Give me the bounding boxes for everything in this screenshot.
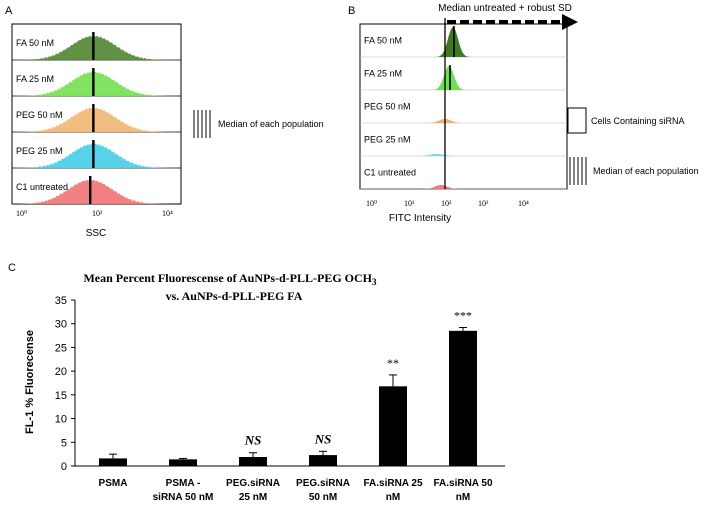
panel-b-histogram: [360, 185, 567, 189]
panel-c-significance-label: NS: [314, 431, 332, 446]
panel-c-category-label: nM: [456, 492, 470, 503]
panel-c-category-label: 25 nM: [239, 492, 267, 503]
panel-b-siRNA-legend: Cells Containing siRNA: [591, 116, 685, 126]
panel-c-category-label: PSMA -: [166, 478, 201, 489]
panel-a-histograms: FA 50 nM FA 25 nM PEG 50 nM PEG 25 nM C1 unt…: [12, 32, 181, 204]
panel-b-population-label: PEG 25 nM: [364, 135, 411, 145]
panel-b: FA 50 nM FA 25 nM PEG 50 nM PEG 25 nM C1 unt…: [359, 3, 699, 224]
panel-c-ytick-label: 20: [55, 366, 67, 378]
panel-b-xtick-0: 10⁰: [366, 199, 377, 208]
panel-b-histograms: FA 50 nM FA 25 nM PEG 50 nM PEG 25 nM C1 unt…: [360, 26, 567, 190]
panel-a-population-label: PEG 50 nM: [16, 110, 63, 120]
panel-c-yticks: 0 5 10 15 20 25 30 35: [55, 295, 75, 473]
panel-b-gate-arrow: [444, 14, 578, 30]
panel-c-bar: [449, 330, 477, 466]
panel-c-bar: [309, 455, 337, 466]
panel-b-header: Median untreated + robust SD: [438, 3, 572, 14]
panel-b-xtick-2: 10²: [441, 199, 452, 208]
panel-c-significance-label: NS: [244, 433, 262, 448]
panel-c-ytick-label: 25: [55, 342, 67, 354]
panel-c-title-subscript: 3: [372, 277, 377, 287]
panel-c-bar: [99, 458, 127, 466]
panel-a-population-label: FA 50 nM: [16, 38, 54, 48]
panel-a-xlabel: SSC: [86, 228, 107, 239]
panel-c-category-label: nM: [386, 492, 400, 503]
panel-c-significance-label: **: [387, 356, 399, 370]
panel-b-median-legend: Median of each population: [593, 166, 699, 176]
panel-c-ytick-label: 0: [61, 461, 67, 473]
panel-b-xtick-1: 10¹: [404, 199, 415, 208]
panel-c-category-label: 50 nM: [309, 492, 337, 503]
panel-c-category-label: PSMA: [99, 478, 128, 489]
panel-c-category-label: siRNA 50 nM: [153, 492, 214, 503]
panel-c-title-line1: Mean Percent Fluorescense of AuNPs-d-PLL…: [83, 271, 372, 285]
panel-c-ylabel: FL-1 % Fluorecense: [24, 330, 36, 434]
panel-c-ytick-label: 35: [55, 295, 67, 307]
panel-c-bar: [169, 459, 197, 466]
panel-b-siRNA-legend-box: [567, 107, 587, 134]
panel-a-xtick-4: 10⁴: [162, 209, 173, 218]
panel-b-xtick-3: 10³: [478, 199, 489, 208]
panel-a-histogram: [12, 71, 181, 96]
panel-a-population-label: PEG 25 nM: [16, 146, 63, 156]
panel-c-category-label: FA.siRNA 50: [433, 478, 493, 489]
panel-b-median-legend-icon: [569, 157, 587, 185]
panel-a-histogram: [12, 35, 181, 60]
panel-c-ytick-label: 15: [55, 390, 67, 402]
panel-a-letter: A: [5, 5, 13, 17]
panel-c-title-line2: vs. AuNPs-d-PLL-PEG FA: [166, 289, 303, 303]
panel-c-bar: [379, 386, 407, 466]
panel-b-histogram: [360, 119, 567, 123]
panel-c-category-label: PEG.siRNA: [296, 478, 350, 489]
panel-a-population-label: C1 untreated: [16, 182, 68, 192]
panel-b-population-label: PEG 50 nM: [364, 102, 411, 112]
panel-c-significance-label: ***: [454, 309, 472, 323]
panel-c-bar: [239, 456, 267, 466]
panel-a-population-label: FA 25 nM: [16, 74, 54, 84]
panel-b-population-label: C1 untreated: [364, 168, 416, 178]
panel-a-xtick-2: 10²: [92, 209, 103, 218]
panel-c-ytick-label: 10: [55, 414, 67, 426]
panel-a: FA 50 nM FA 25 nM PEG 50 nM PEG 25 nM C1 unt…: [11, 23, 324, 239]
panel-c-category-label: PEG.siRNA: [226, 478, 280, 489]
panel-c: Mean Percent Fluorescense of AuNPs-d-PLL…: [24, 271, 505, 503]
panel-a-median-legend-icon: [193, 110, 211, 138]
panel-b-population-label: FA 25 nM: [364, 69, 402, 79]
panel-c-letter: C: [8, 262, 16, 274]
panel-b-xtick-4: 10⁴: [518, 199, 529, 208]
panel-a-histogram: [12, 179, 181, 204]
panel-b-xlabel: FITC Intensity: [389, 213, 451, 224]
panel-c-bars: NS NS*****: [99, 309, 477, 466]
panel-c-categories: PSMA PSMA - siRNA 50 nM PEG.siRNA 25 nM PEG.s…: [99, 478, 493, 503]
panel-a-histogram: [12, 143, 181, 168]
panel-c-ytick-label: 30: [55, 319, 67, 331]
panel-a-histogram: [12, 107, 181, 132]
panel-c-category-label: FA.siRNA 25: [363, 478, 423, 489]
panel-b-letter: B: [348, 5, 356, 17]
panel-a-xtick-0: 10⁰: [16, 209, 27, 218]
panel-a-median-legend: Median of each population: [218, 119, 324, 129]
panel-b-population-label: FA 50 nM: [364, 36, 402, 46]
panel-c-ytick-label: 5: [61, 437, 67, 449]
panel-c-title: Mean Percent Fluorescense of AuNPs-d-PLL…: [83, 271, 377, 287]
